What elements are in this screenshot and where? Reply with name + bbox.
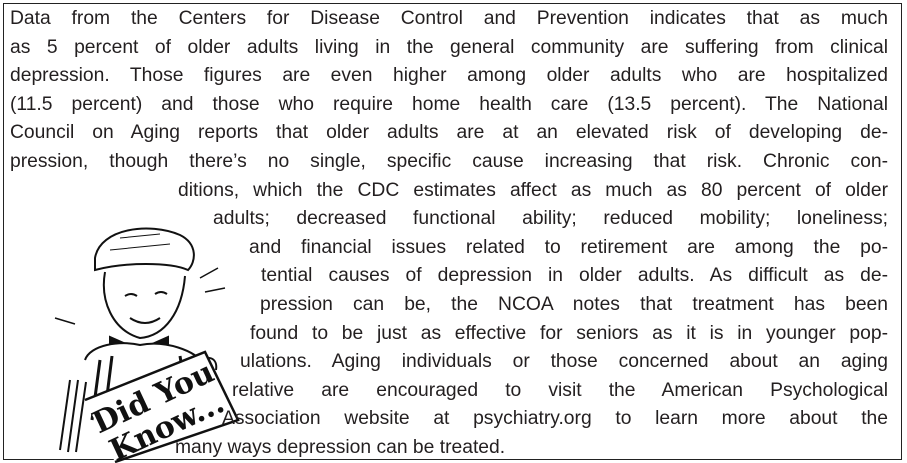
text-line: pression, though there’s no single, spec… xyxy=(10,150,888,174)
text-line: Data from the Centers for Disease Contro… xyxy=(10,7,888,31)
text-line: and financial issues related to retireme… xyxy=(249,236,888,260)
text-line: depression. Those figures are even highe… xyxy=(10,64,888,88)
text-line: Association website at psychiatry.org to… xyxy=(222,407,888,431)
text-line: as 5 percent of older adults living in t… xyxy=(10,36,888,60)
text-line: (11.5 percent) and those who require hom… xyxy=(10,93,888,117)
text-line: many ways depression can be treated. xyxy=(175,436,888,460)
text-line: adults; decreased functional ability; re… xyxy=(213,207,888,231)
text-line: relative are encouraged to visit the Ame… xyxy=(232,379,888,403)
text-line: ditions, which the CDC estimates affect … xyxy=(178,179,888,203)
text-line: found to be just as effective for senior… xyxy=(250,322,888,346)
text-line: Council on Aging reports that older adul… xyxy=(10,121,888,145)
text-line: ulations. Aging individuals or those con… xyxy=(240,350,888,374)
page: Did You Know... Data from the Centers fo… xyxy=(0,0,907,463)
text-line: pression can be, the NCOA notes that tre… xyxy=(260,293,888,317)
text-line: tential causes of depression in older ad… xyxy=(261,264,888,288)
